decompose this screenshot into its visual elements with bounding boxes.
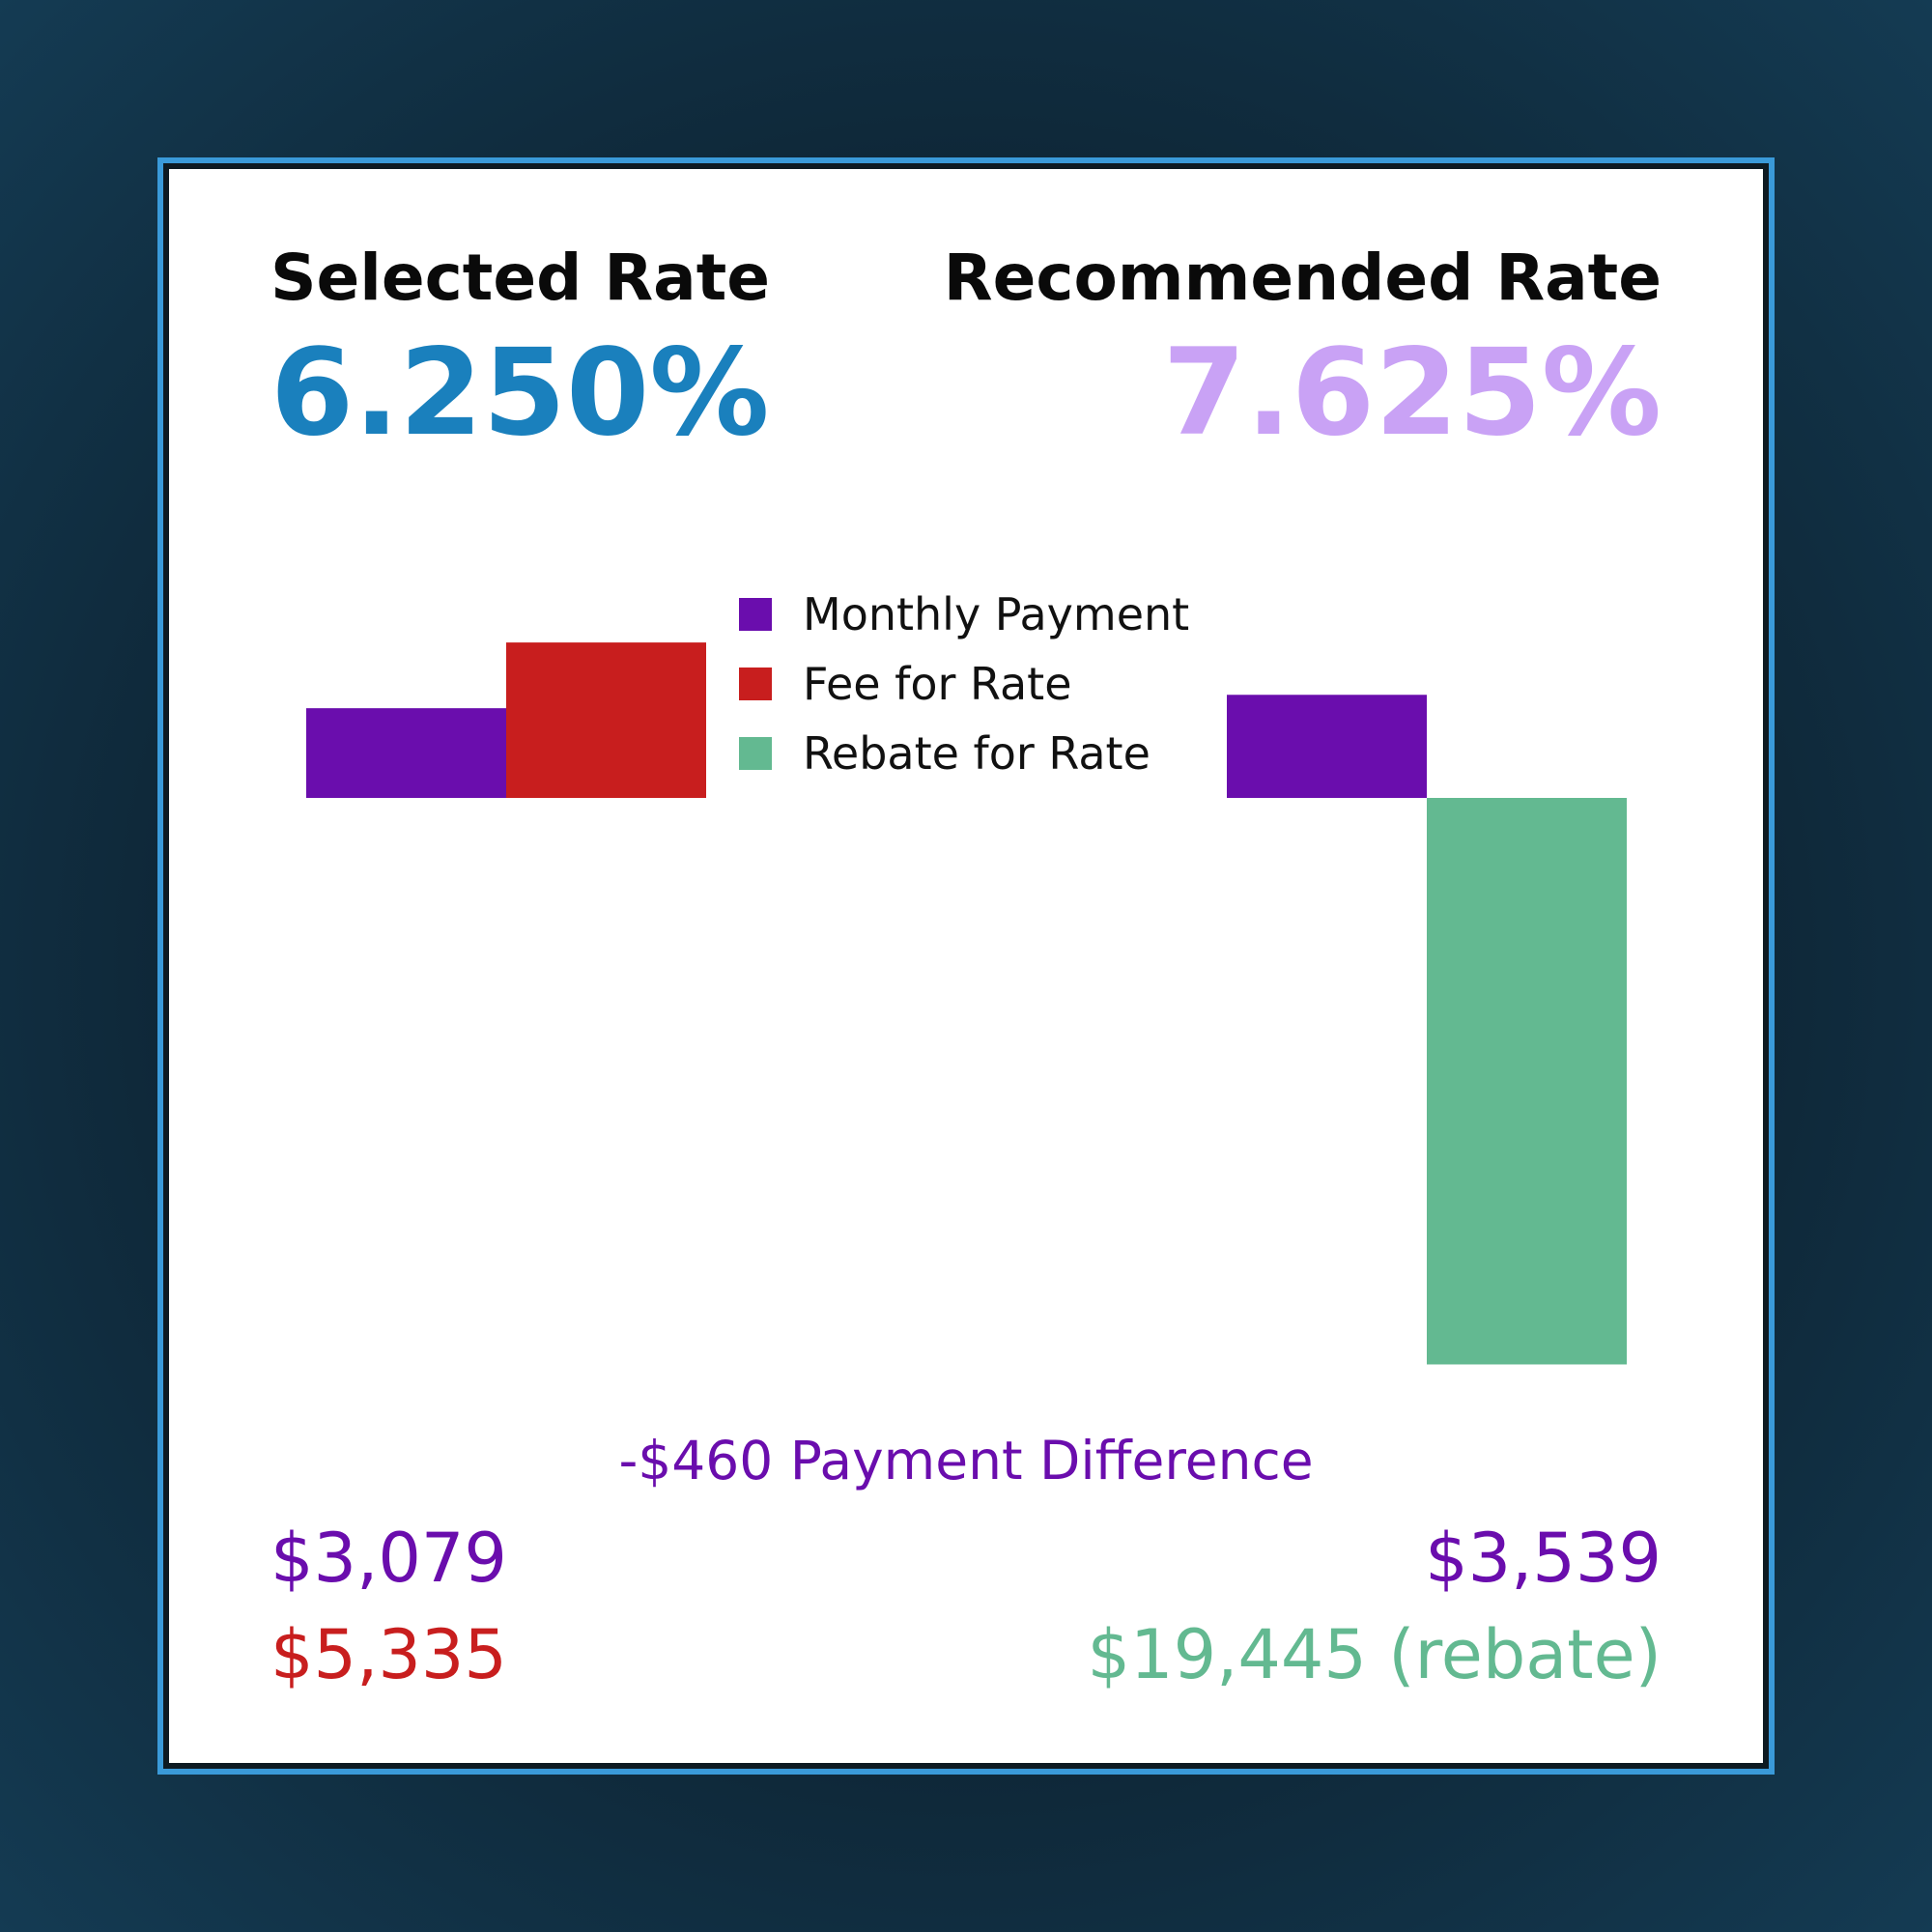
legend-item-monthly-payment: Monthly Payment bbox=[739, 580, 1189, 649]
recommended-rebate-amount: $19,445 (rebate) bbox=[1087, 1615, 1662, 1694]
recommended-rate-block: Recommended Rate 7.625% bbox=[943, 241, 1662, 463]
selected-monthly-payment-amount: $3,079 bbox=[270, 1519, 507, 1598]
legend-item-fee-for-rate: Fee for Rate bbox=[739, 649, 1189, 719]
selected-rate-block: Selected Rate 6.250% bbox=[270, 241, 771, 463]
recommended-monthly-payment-amount: $3,539 bbox=[1425, 1519, 1662, 1598]
chart-legend: Monthly Payment Fee for Rate Rebate for … bbox=[739, 580, 1189, 788]
card-frame: Selected Rate 6.250% Recommended Rate 7.… bbox=[157, 157, 1775, 1775]
payment-difference-text: -$460 Payment Difference bbox=[618, 1430, 1314, 1492]
bar-recommended-rebate-for-rate bbox=[1427, 798, 1627, 1365]
recommended-rate-value: 7.625% bbox=[1162, 324, 1662, 463]
legend-label-monthly-payment: Monthly Payment bbox=[803, 588, 1190, 640]
legend-swatch-monthly-payment bbox=[739, 598, 772, 631]
legend-item-rebate-for-rate: Rebate for Rate bbox=[739, 719, 1189, 788]
legend-label-fee-for-rate: Fee for Rate bbox=[803, 658, 1072, 710]
legend-label-rebate-for-rate: Rebate for Rate bbox=[803, 727, 1151, 780]
bar-recommended-monthly-payment bbox=[1227, 695, 1427, 798]
selected-rate-label: Selected Rate bbox=[270, 241, 771, 315]
legend-swatch-rebate-for-rate bbox=[739, 737, 772, 770]
bar-selected-monthly-payment bbox=[306, 708, 506, 798]
bar-selected-fee-for-rate bbox=[506, 642, 706, 798]
recommended-rate-label: Recommended Rate bbox=[943, 241, 1662, 315]
selected-fee-amount: $5,335 bbox=[270, 1615, 507, 1694]
selected-rate-value: 6.250% bbox=[270, 324, 770, 463]
legend-swatch-fee-for-rate bbox=[739, 668, 772, 700]
payment-comparison-chart bbox=[306, 642, 1627, 1365]
rate-comparison-card: Selected Rate 6.250% Recommended Rate 7.… bbox=[169, 169, 1763, 1763]
